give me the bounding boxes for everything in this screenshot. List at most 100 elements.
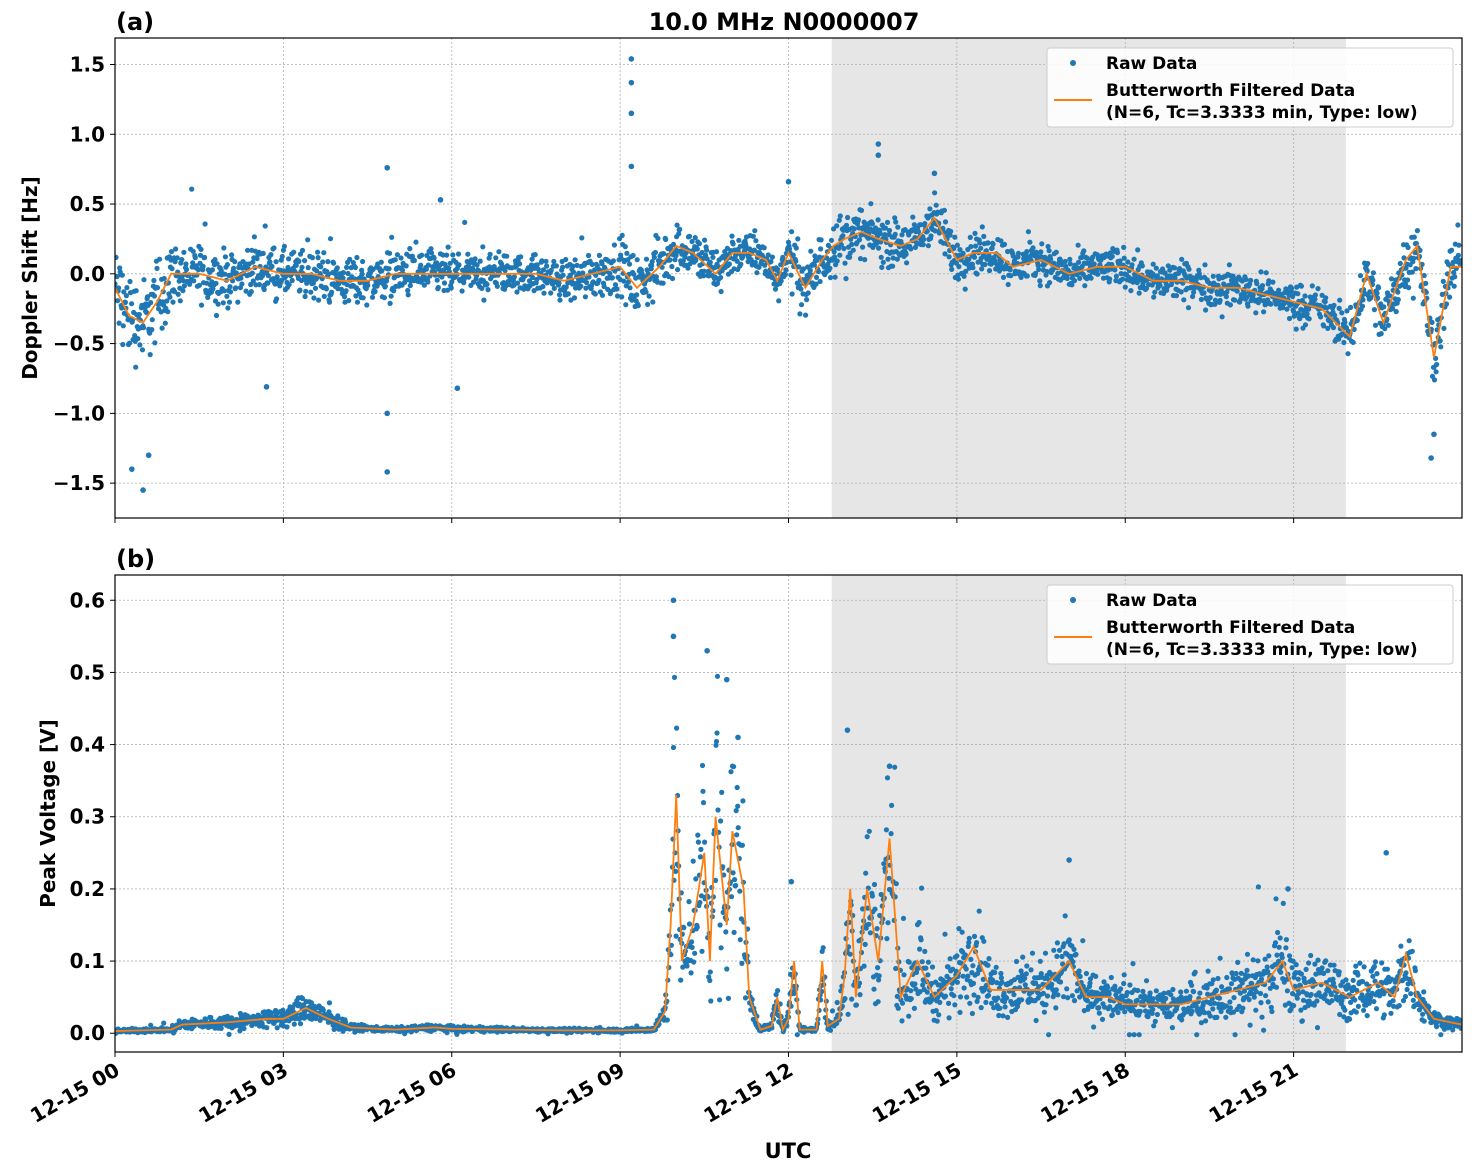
raw-data-point <box>260 250 266 256</box>
raw-data-point <box>1136 1032 1142 1038</box>
raw-data-point <box>423 266 429 272</box>
raw-data-point <box>162 320 168 326</box>
raw-data-point <box>352 264 358 271</box>
raw-data-point <box>1255 884 1261 890</box>
raw-data-point <box>674 222 680 228</box>
raw-data-point <box>297 287 303 293</box>
raw-data-point <box>1277 935 1283 941</box>
raw-data-point <box>302 293 308 300</box>
raw-data-point <box>967 234 973 240</box>
raw-data-point <box>866 921 872 927</box>
raw-data-point <box>1120 276 1126 282</box>
raw-data-point <box>585 252 592 259</box>
raw-data-point <box>1015 250 1022 256</box>
raw-data-point <box>1013 958 1020 965</box>
raw-data-point <box>1115 1009 1121 1016</box>
raw-data-point <box>169 266 175 272</box>
raw-data-point <box>1237 984 1243 990</box>
raw-data-point <box>1243 276 1249 283</box>
raw-data-point <box>1005 281 1011 288</box>
raw-data-point <box>1297 983 1303 989</box>
raw-data-point <box>1196 271 1202 277</box>
raw-data-point <box>970 963 976 969</box>
raw-data-point <box>360 295 366 301</box>
raw-data-point <box>717 997 723 1003</box>
raw-data-point <box>635 303 641 309</box>
raw-data-point <box>1080 938 1086 944</box>
raw-data-point <box>1011 992 1017 998</box>
raw-data-point <box>320 259 326 265</box>
raw-data-point <box>883 827 890 833</box>
raw-data-point <box>737 937 743 943</box>
raw-data-point <box>688 970 694 976</box>
raw-data-point <box>699 948 705 954</box>
raw-data-point <box>701 268 707 274</box>
raw-data-point <box>444 252 450 258</box>
raw-data-point <box>643 256 650 262</box>
raw-data-point <box>1253 989 1259 995</box>
raw-data-point <box>677 226 683 232</box>
raw-data-point <box>791 990 797 997</box>
raw-data-point <box>241 1025 247 1032</box>
raw-data-point <box>120 341 126 348</box>
raw-data-point <box>773 992 779 998</box>
raw-data-point <box>1219 314 1225 320</box>
raw-data-point <box>750 233 756 239</box>
raw-data-point <box>893 881 899 887</box>
raw-data-point <box>736 237 742 243</box>
legend-filtered-params: (N=6, Tc=3.3333 min, Type: low) <box>1106 103 1418 123</box>
raw-data-point <box>224 262 230 268</box>
raw-data-point <box>1187 994 1193 1000</box>
raw-data-point <box>697 899 703 906</box>
raw-data-point <box>1265 999 1271 1005</box>
raw-data-point <box>122 299 128 305</box>
raw-data-point <box>1053 1005 1059 1011</box>
raw-data-point <box>1223 294 1229 300</box>
raw-data-point <box>1178 289 1184 295</box>
raw-data-point <box>869 893 876 899</box>
raw-data-point <box>728 769 734 775</box>
y-tick-label: 0.0 <box>70 1021 105 1045</box>
raw-data-outlier <box>628 56 635 62</box>
raw-data-point <box>619 294 625 300</box>
raw-data-point <box>354 299 361 305</box>
raw-data-point <box>782 271 789 278</box>
raw-data-point <box>579 235 585 241</box>
raw-data-point <box>126 340 133 346</box>
raw-data-point <box>1402 281 1409 287</box>
y-tick-label: 0.1 <box>70 949 105 973</box>
raw-data-point <box>329 289 335 295</box>
raw-data-point <box>1451 269 1457 276</box>
raw-data-point <box>529 256 535 262</box>
raw-data-point <box>1135 987 1141 994</box>
raw-data-point <box>1043 1002 1049 1008</box>
raw-data-point <box>968 244 974 250</box>
raw-data-point <box>698 846 704 853</box>
raw-data-point <box>651 254 657 260</box>
raw-data-point <box>888 831 894 837</box>
raw-data-point <box>1121 255 1127 261</box>
raw-data-point <box>1189 1008 1195 1014</box>
raw-data-point <box>264 1025 270 1031</box>
raw-data-point <box>1114 250 1121 256</box>
raw-data-point <box>164 298 170 304</box>
raw-data-point <box>557 297 563 303</box>
raw-data-point <box>1296 990 1302 996</box>
raw-data-point <box>681 925 687 931</box>
raw-data-point <box>157 256 163 262</box>
raw-data-point <box>660 280 666 286</box>
raw-data-point <box>1163 995 1169 1002</box>
raw-data-point <box>124 285 130 291</box>
raw-data-point <box>1000 274 1007 280</box>
raw-data-point <box>369 294 376 300</box>
raw-data-point <box>289 277 295 284</box>
raw-data-point <box>145 294 151 300</box>
raw-data-point <box>1290 991 1296 997</box>
raw-data-point <box>493 255 499 261</box>
raw-data-point <box>1024 963 1030 969</box>
raw-data-point <box>1095 271 1101 277</box>
raw-data-point <box>115 254 119 260</box>
raw-data-outlier <box>628 110 635 117</box>
raw-data-point <box>1226 986 1232 992</box>
